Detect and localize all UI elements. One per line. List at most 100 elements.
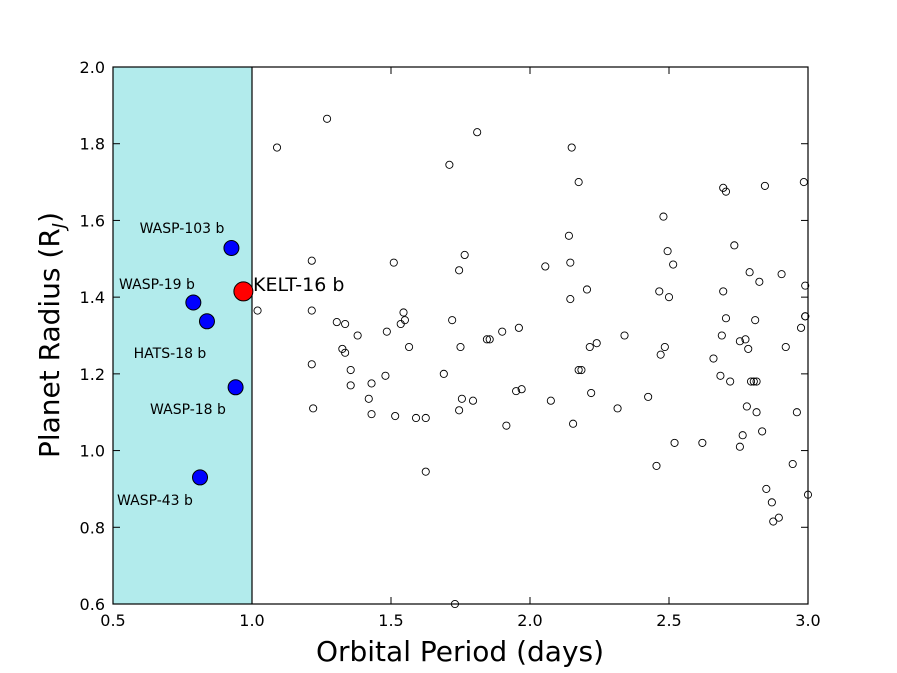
planet-point [620,331,629,340]
planet-point [455,266,464,275]
y-tick-label: 1.6 [80,211,105,230]
planet-point [738,431,747,440]
planet-label: WASP-19 b [119,277,195,293]
y-tick-label: 1.2 [80,365,105,384]
planet-point [341,319,350,329]
planet-point [512,387,521,396]
planet-point [421,467,430,476]
planet-point [742,402,751,411]
highlight-planet-group: KELT-16 b [233,274,344,302]
planet-point [574,178,583,187]
planet-label: WASP-43 b [117,493,193,509]
planet-point [777,270,786,279]
y-tick-label: 1.4 [80,288,105,307]
planet-point [574,365,583,375]
planet-point [719,287,728,296]
planet-point [587,388,596,398]
planet-point [659,212,668,221]
planet-point [517,385,526,394]
planet-point [717,331,726,340]
y-axis-title: Planet Radius (RJ) [33,212,70,458]
planet-point [457,394,466,403]
planet-point [421,413,430,423]
planet-point [735,442,744,451]
planet-point [468,396,478,405]
planet-point [473,128,482,137]
planet-point [498,327,507,336]
planet-point [670,438,679,447]
planet-point [755,277,764,286]
planet-point [399,308,408,317]
y-tick-label: 0.6 [80,595,105,614]
plot-frame [112,66,809,605]
planet-point [749,377,758,386]
x-tick-label: 2.0 [517,611,542,630]
planet-point [485,335,494,344]
planet-point [592,339,601,348]
highlight-planet-point [233,281,254,302]
planet-point [669,260,678,269]
planet-point [307,256,316,265]
planet-point [381,371,390,380]
planet-point [364,394,373,403]
planet-point [716,371,725,380]
planet-point [541,262,550,271]
planet-point [367,410,376,419]
planet-point [741,335,750,344]
ultra-short-period-region [113,67,252,604]
planet-point [482,335,491,344]
planet-point [709,354,718,363]
other-planets-group [253,114,813,609]
y-tick-label: 0.8 [80,518,105,537]
planet-point [389,258,398,267]
planet-point [644,392,653,401]
planet-point [758,427,767,436]
planet-label: WASP-103 b [140,221,225,237]
planet-point [585,342,594,352]
x-tick-label: 3.0 [795,611,820,630]
planet-point [307,360,316,369]
x-tick-label: 0.5 [100,611,125,630]
planet-label: HATS-18 b [134,346,207,362]
y-axis-title-close: ) [33,212,66,223]
y-axis-title-subscript: J [49,223,70,231]
planet-point [411,413,421,423]
planet-point [752,377,761,386]
y-axis-ticks: 0.6 0.8 1.0 1.2 1.4 1.6 1.8 2.0 [80,58,808,614]
y-tick-label: 1.0 [80,442,105,461]
planet-point [309,404,318,413]
planet-point [346,365,355,375]
planet-point [367,379,376,388]
planet-point [767,498,776,507]
planet-point [781,342,790,352]
planet-point [746,377,756,386]
planet-point [448,316,457,325]
planet-point [546,396,555,405]
planet-label: WASP-18 b [150,402,226,418]
planet-point [788,459,797,469]
labeled-planet-point [198,313,215,330]
planet-point [514,323,523,332]
planet-point [663,247,672,256]
planet-point [664,293,674,302]
planet-point [721,314,731,323]
labeled-planet-point [227,379,244,396]
planet-point [455,406,464,415]
x-tick-label: 1.5 [378,611,403,630]
planet-point [792,408,801,417]
planet-point [323,114,332,123]
labeled-planet-point [192,469,209,486]
planet-point [439,369,448,378]
planet-point [751,316,760,325]
planet-point [797,323,806,332]
planet-point [774,513,783,522]
planet-point [735,337,744,346]
planet-point [353,331,362,340]
planet-point [726,377,735,386]
planet-point [577,365,586,375]
planet-point [502,421,511,430]
planet-point [801,312,810,321]
planet-point [582,285,592,294]
y-axis-title-main: Planet Radius (R [33,228,66,458]
x-axis-title: Orbital Period (days) [316,635,604,668]
